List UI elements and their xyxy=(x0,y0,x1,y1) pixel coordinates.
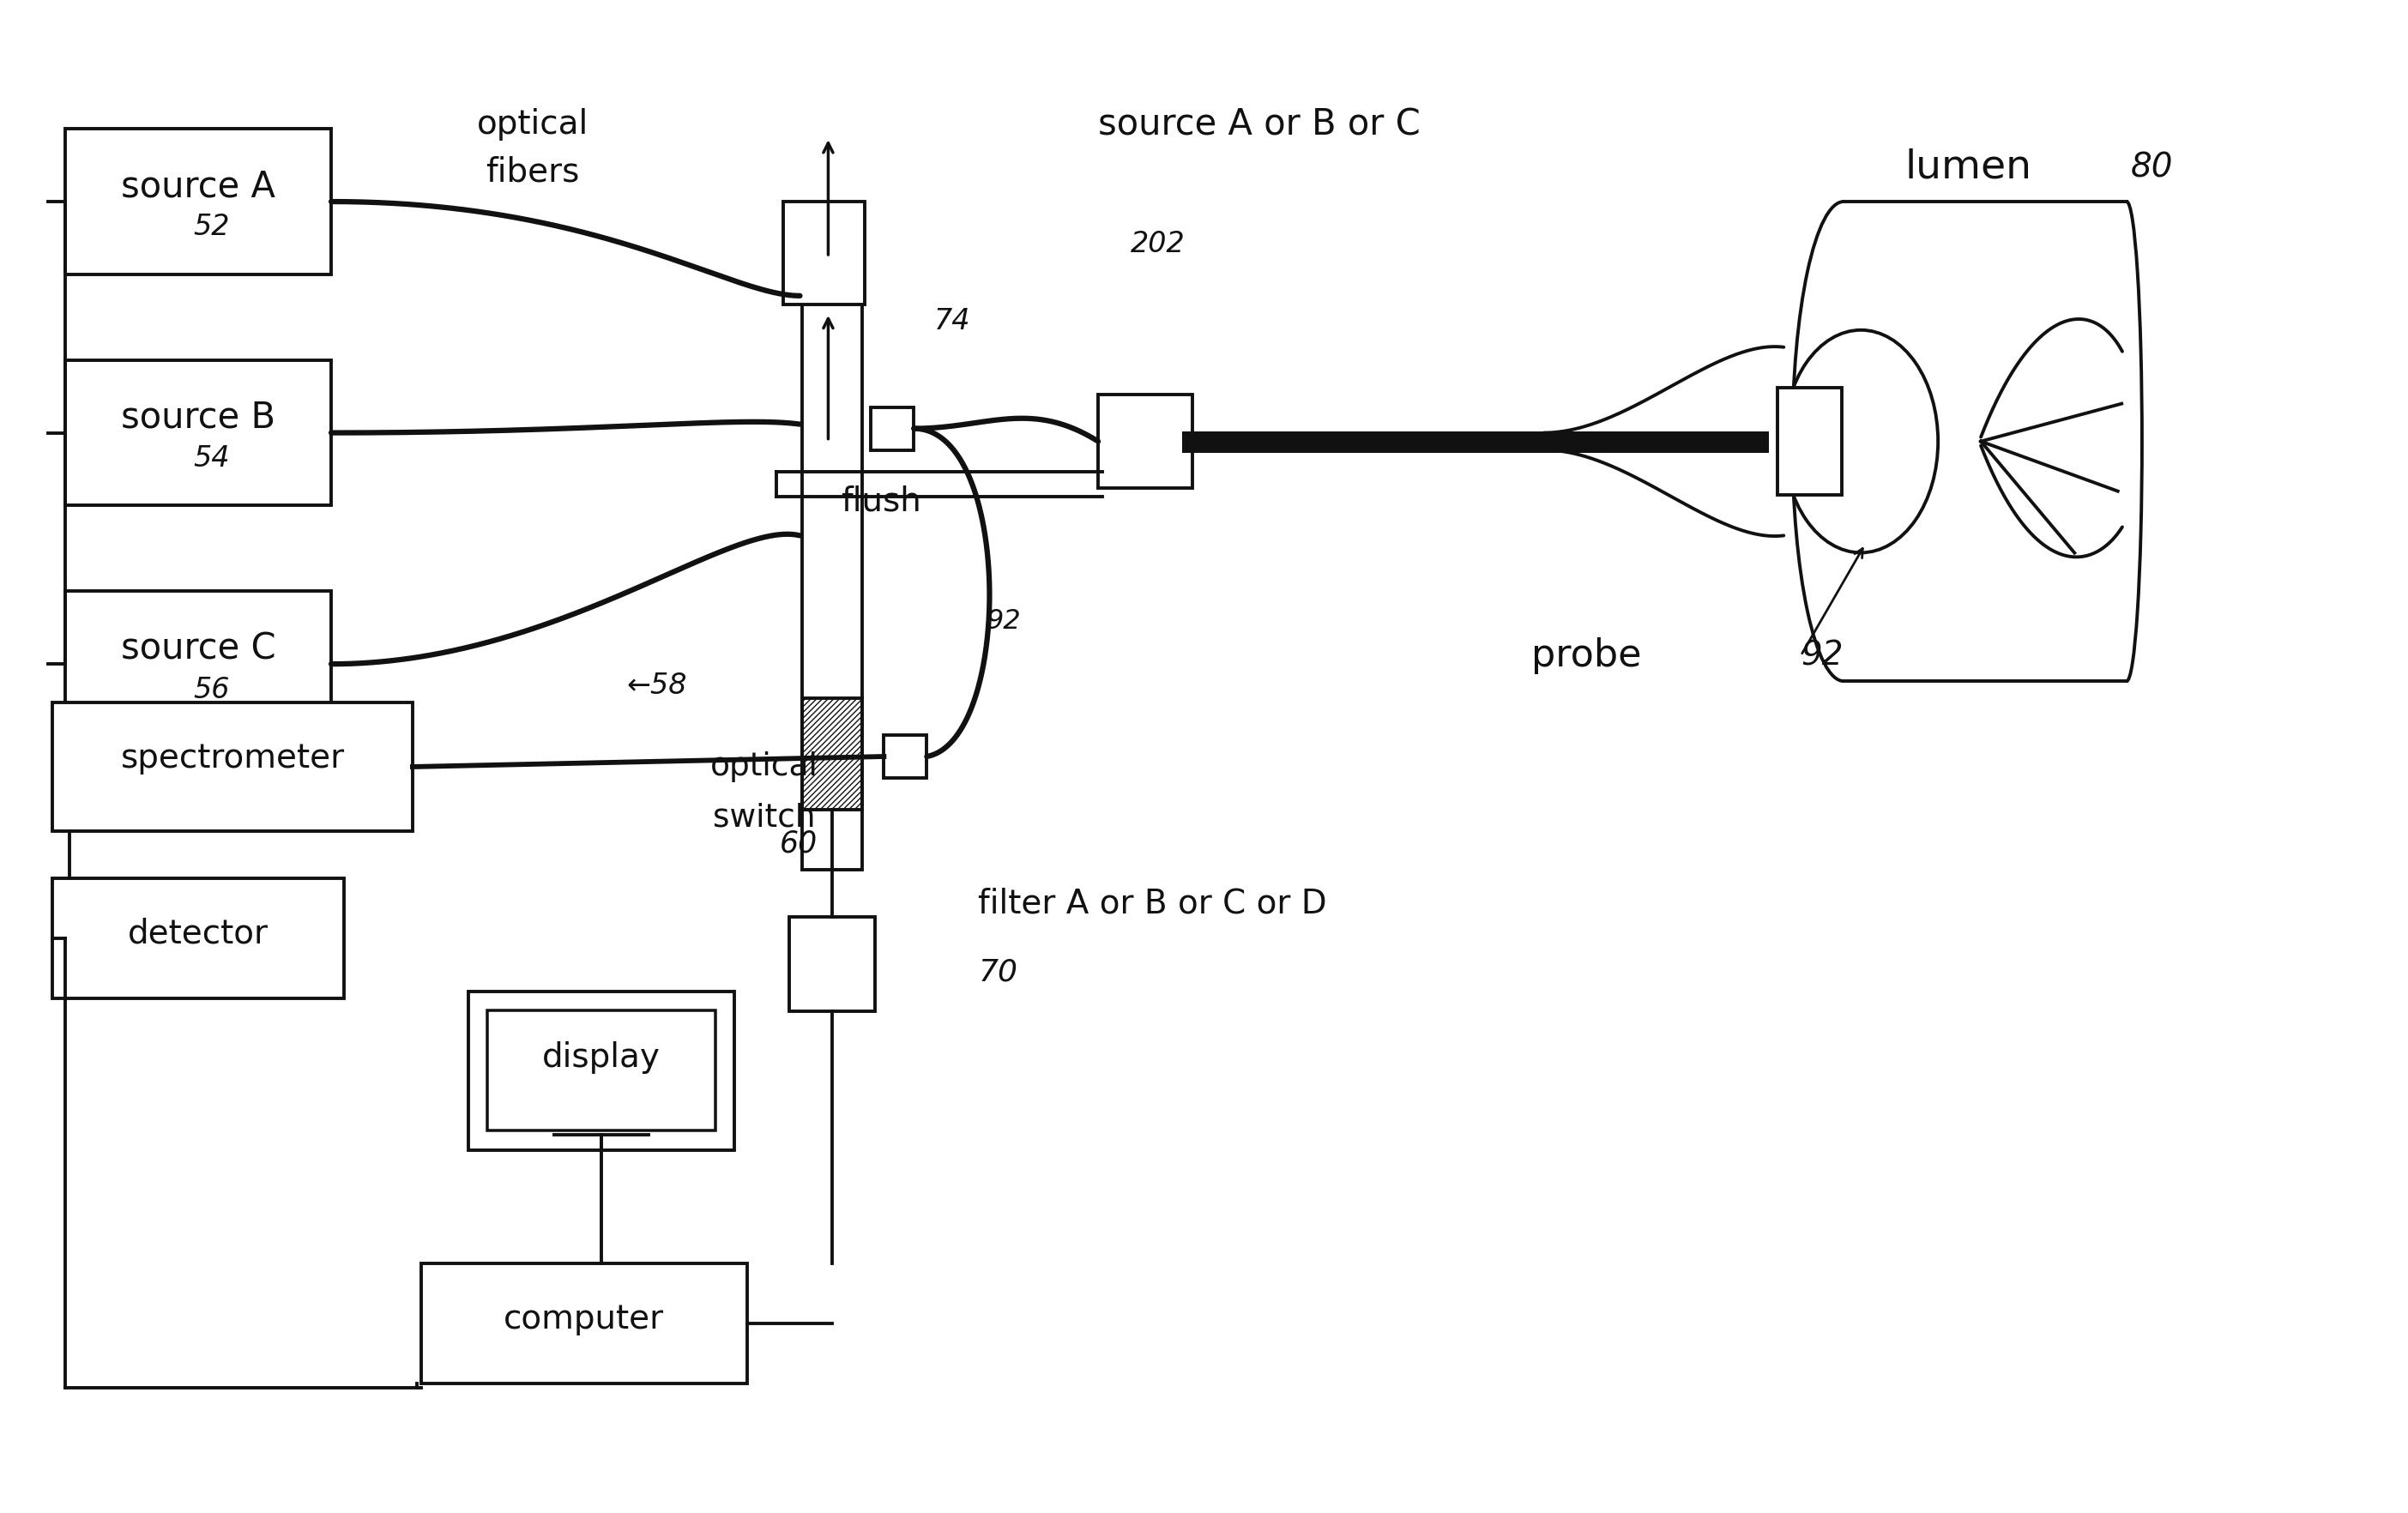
Bar xyxy=(421,1263,746,1383)
Text: flush: flush xyxy=(840,486,922,517)
Text: 92: 92 xyxy=(1801,638,1845,672)
Text: 74: 74 xyxy=(934,307,970,336)
Bar xyxy=(872,407,915,449)
Bar xyxy=(1098,395,1192,489)
Bar xyxy=(467,991,734,1150)
Bar xyxy=(65,360,332,505)
Text: switch: switch xyxy=(713,803,816,834)
Text: computer: computer xyxy=(503,1303,665,1336)
Text: 92: 92 xyxy=(987,608,1021,634)
Bar xyxy=(802,271,862,870)
Text: 60: 60 xyxy=(780,829,816,858)
Bar xyxy=(65,592,332,737)
Text: 56: 56 xyxy=(193,675,229,704)
Bar xyxy=(486,1011,715,1130)
Bar xyxy=(53,702,412,831)
Text: source B: source B xyxy=(120,399,275,436)
Text: display: display xyxy=(542,1041,660,1074)
Text: optical: optical xyxy=(477,109,588,141)
Text: ←58: ←58 xyxy=(626,672,686,699)
Text: detector: detector xyxy=(128,917,270,950)
Text: source C: source C xyxy=(120,631,277,667)
Text: 202: 202 xyxy=(1132,230,1185,259)
Bar xyxy=(884,735,927,778)
Text: source A: source A xyxy=(120,168,275,204)
Text: 80: 80 xyxy=(2131,151,2174,183)
Text: filter A or B or C or D: filter A or B or C or D xyxy=(978,888,1327,920)
Bar xyxy=(65,129,332,274)
Bar xyxy=(53,878,344,999)
Text: source A or B or C: source A or B or C xyxy=(1098,106,1421,142)
Text: probe: probe xyxy=(1531,637,1642,673)
Bar xyxy=(802,699,862,809)
Text: optical: optical xyxy=(710,752,819,782)
Text: 52: 52 xyxy=(193,213,229,242)
Bar xyxy=(790,917,877,1011)
Text: lumen: lumen xyxy=(1905,148,2032,186)
Bar xyxy=(1777,387,1842,495)
Bar xyxy=(783,201,864,304)
Text: 70: 70 xyxy=(978,958,1019,986)
Text: spectrometer: spectrometer xyxy=(120,741,344,775)
Text: 54: 54 xyxy=(193,445,229,472)
Text: fibers: fibers xyxy=(486,156,580,188)
